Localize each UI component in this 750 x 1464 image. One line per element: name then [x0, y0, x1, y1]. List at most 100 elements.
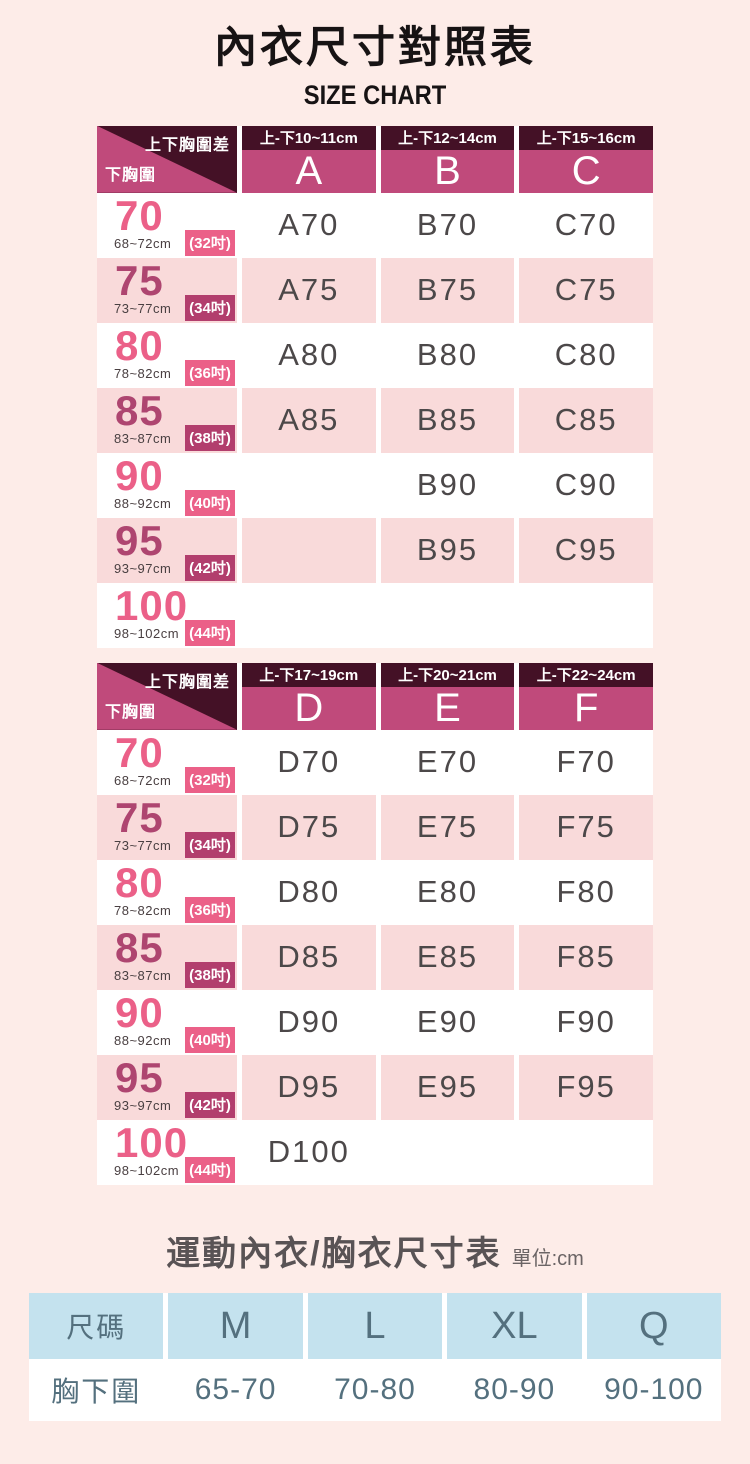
underbust-cell: 75 73~77cm (34吋) [97, 793, 237, 860]
column-header-cup-b: 上-下12~14cm B [380, 125, 515, 193]
size-value-cell: C70 [519, 192, 653, 258]
sport-section-header: 運動內衣/胸衣尺寸表 單位:cm [0, 1236, 750, 1273]
size-value-cell: E70 [380, 729, 515, 795]
underbust-range: 83~87cm [114, 967, 172, 983]
column-header-cup-e: 上-下20~21cm E [380, 662, 515, 730]
size-value-cell: D70 [242, 729, 376, 795]
size-value-cell [519, 582, 653, 648]
underbust-size: 85 [115, 923, 164, 971]
underbust-cell: 70 68~72cm (32吋) [97, 191, 237, 258]
sport-size-table: 尺碼 M L XL Q 胸下圍 65-70 70-80 80-90 90-100 [29, 1293, 721, 1422]
size-value-cell: C85 [519, 387, 653, 453]
underbust-cell: 100 98~102cm (44吋) [97, 581, 237, 648]
underbust-size: 75 [115, 793, 164, 841]
cup-diff-label: 上-下10~11cm [242, 125, 376, 150]
bra-size-table-def: 上下胸圍差 下胸圍 上-下17~19cm D 上-下20~21cm E 上-下2… [97, 662, 653, 1185]
underbust-size: 90 [115, 988, 164, 1036]
underbust-range: 68~72cm [114, 772, 172, 788]
inch-badge: (34吋) [185, 831, 235, 858]
size-value-cell [242, 517, 376, 583]
table-body: 70 68~72cm (32吋) A70 B70 C70 75 73~77cm … [97, 191, 653, 648]
sport-size-q: Q [586, 1293, 721, 1360]
column-header-cup-a: 上-下10~11cm A [242, 125, 376, 193]
size-value-cell: E80 [380, 859, 515, 925]
underbust-row-label: 胸下圍 [29, 1359, 164, 1422]
underbust-cell: 75 73~77cm (34吋) [97, 256, 237, 323]
size-value-cell: E75 [380, 794, 515, 860]
underbust-range: 78~82cm [114, 365, 172, 381]
underbust-size: 70 [115, 191, 164, 239]
size-value-cell: F70 [519, 729, 653, 795]
cup-letter: F [519, 686, 653, 730]
underbust-size: 70 [115, 728, 164, 776]
underbust-range: 93~97cm [114, 1097, 172, 1113]
sport-size-m: M [168, 1293, 303, 1360]
underbust-size: 90 [115, 451, 164, 499]
underbust-cell: 90 88~92cm (40吋) [97, 451, 237, 518]
underbust-size: 100 [115, 581, 189, 629]
table-row-70: 70 68~72cm (32吋) A70 B70 C70 [97, 191, 653, 258]
table-header-row: 上下胸圍差 下胸圍 上-下17~19cm D 上-下20~21cm E 上-下2… [97, 662, 653, 730]
table-row-95: 95 93~97cm (42吋) B95 C95 [97, 516, 653, 583]
size-value-cell: B75 [380, 257, 515, 323]
underbust-size: 85 [115, 386, 164, 434]
size-value-cell [380, 582, 515, 648]
inch-badge: (44吋) [185, 1156, 235, 1183]
size-value-cell: D85 [242, 924, 376, 990]
page-title: 內衣尺寸對照表 [214, 24, 536, 72]
underbust-range: 98~102cm [114, 625, 180, 641]
table-row-80: 80 78~82cm (36吋) A80 B80 C80 [97, 322, 653, 388]
table-row-85: 85 83~87cm (38吋) D85 E85 F85 [97, 923, 653, 990]
size-value-cell: D95 [242, 1054, 376, 1120]
inch-badge: (38吋) [185, 961, 235, 988]
inch-badge: (40吋) [185, 1026, 235, 1053]
cup-diff-label: 上-下20~21cm [380, 662, 515, 687]
underbust-cell: 95 93~97cm (42吋) [97, 1053, 237, 1120]
inch-badge: (42吋) [185, 1091, 235, 1118]
table-header-row: 上下胸圍差 下胸圍 上-下10~11cm A 上-下12~14cm B 上-下1… [97, 125, 653, 193]
cup-letter: C [519, 149, 653, 193]
size-value-cell: E95 [380, 1054, 515, 1120]
underbust-range: 88~92cm [114, 495, 172, 511]
table-row-85: 85 83~87cm (38吋) A85 B85 C85 [97, 386, 653, 453]
size-value-cell: E90 [380, 989, 515, 1055]
table-body: 70 68~72cm (32吋) D70 E70 F70 75 73~77cm … [97, 728, 653, 1185]
cup-diff-label: 上-下22~24cm [519, 662, 653, 687]
corner-label-bust-diff: 上下胸圍差 [144, 673, 230, 691]
underbust-range: 68~72cm [114, 235, 172, 251]
size-value-cell: F80 [519, 859, 653, 925]
corner-cell: 上下胸圍差 下胸圍 [97, 125, 237, 193]
sport-size-l: L [307, 1293, 443, 1360]
cup-diff-label: 上-下15~16cm [519, 125, 653, 150]
inch-badge: (42吋) [185, 554, 235, 581]
cup-diff-label: 上-下17~19cm [242, 662, 376, 687]
underbust-cell: 70 68~72cm (32吋) [97, 728, 237, 795]
inch-badge: (34吋) [185, 294, 235, 321]
size-value-cell: D100 [242, 1119, 376, 1185]
size-value-cell: D80 [242, 859, 376, 925]
underbust-cell: 80 78~82cm (36吋) [97, 322, 237, 388]
size-value-cell [242, 582, 376, 648]
bra-size-table-abc: 上下胸圍差 下胸圍 上-下10~11cm A 上-下12~14cm B 上-下1… [97, 125, 653, 648]
cup-letter: E [380, 686, 515, 730]
underbust-range: 78~82cm [114, 902, 172, 918]
cup-letter: A [242, 149, 376, 193]
size-value-cell: B70 [380, 192, 515, 258]
underbust-range: 83~87cm [114, 430, 172, 446]
inch-badge: (36吋) [185, 896, 235, 923]
size-value-cell: D75 [242, 794, 376, 860]
underbust-range: 73~77cm [114, 300, 172, 316]
underbust-cell: 85 83~87cm (38吋) [97, 923, 237, 990]
sport-unit-label: 單位:cm [511, 1247, 584, 1270]
underbust-size: 95 [115, 1053, 164, 1101]
underbust-size: 75 [115, 256, 164, 304]
underbust-value: 80-90 [447, 1359, 582, 1422]
size-value-cell: C90 [519, 452, 653, 518]
size-value-cell: B95 [380, 517, 515, 583]
size-value-cell: C95 [519, 517, 653, 583]
inch-badge: (32吋) [185, 229, 235, 256]
size-value-cell: E85 [380, 924, 515, 990]
underbust-size: 95 [115, 516, 164, 564]
underbust-cell: 95 93~97cm (42吋) [97, 516, 237, 583]
